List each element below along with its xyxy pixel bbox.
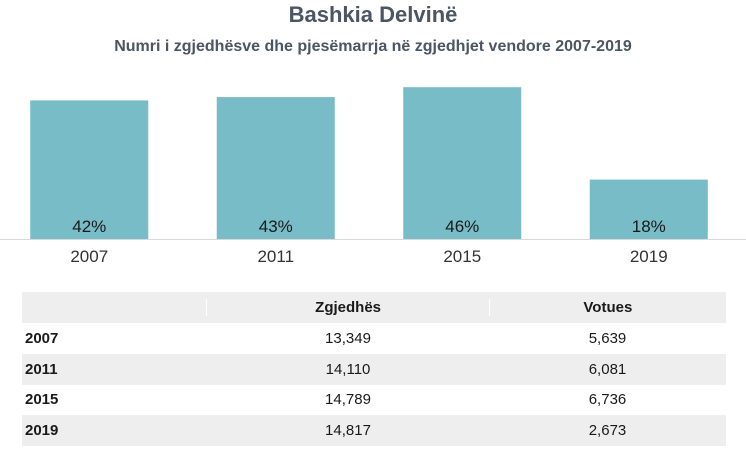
x-tick-label: 2015 [443, 247, 481, 266]
table-cell-zgjedhes: 14,110 [325, 360, 371, 378]
table-cell-votues: 5,639 [588, 330, 627, 348]
table-row: 2011 14,110 6,081 [22, 354, 726, 385]
table-cell-zgjedhes: 14,789 [325, 391, 371, 409]
table-cell-year: 2007 [25, 330, 59, 348]
bar-value-label: 46% [445, 217, 479, 236]
data-table: Zgjedhës Votues 2007 13,349 5,639 2011 1… [22, 292, 726, 446]
table-cell-zgjedhes: 13,349 [325, 330, 371, 348]
table-cell-year: 2019 [25, 421, 59, 439]
bar-chart: 42% 2007 43% 2011 46% 2015 18% 2019 [0, 87, 746, 266]
x-tick-label: 2011 [257, 247, 294, 266]
x-tick-label: 2019 [630, 247, 668, 266]
table-header-row: Zgjedhës Votues [22, 292, 726, 324]
bar-2007 [30, 100, 149, 240]
table-header-votues: Votues [488, 298, 726, 316]
chart-subtitle: Numri i zgjedhësve dhe pjesëmarrja në zg… [114, 38, 632, 55]
table-header-zgjedhes: Zgjedhës [206, 298, 488, 316]
bar-value-label: 18% [632, 217, 666, 236]
table-row: 2007 13,349 5,639 [22, 324, 726, 355]
bar-2011 [216, 97, 335, 239]
table-cell-votues: 6,736 [588, 391, 627, 409]
table-cell-year: 2011 [25, 360, 58, 378]
table-cell-zgjedhes: 14,817 [325, 421, 371, 439]
table-cell-votues: 6,081 [588, 360, 627, 378]
bar-2019 [589, 179, 708, 239]
table-cell-year: 2015 [25, 391, 59, 409]
x-tick-label: 2007 [70, 247, 108, 266]
table-row: 2019 14,817 2,673 [22, 415, 726, 446]
table-row: 2015 14,789 6,736 [22, 385, 726, 416]
bar-2015 [403, 87, 522, 239]
chart-title: Bashkia Delvinë [288, 2, 458, 27]
bar-value-label: 42% [72, 217, 106, 236]
table-cell-votues: 2,673 [588, 421, 627, 439]
bar-value-label: 43% [259, 217, 293, 236]
